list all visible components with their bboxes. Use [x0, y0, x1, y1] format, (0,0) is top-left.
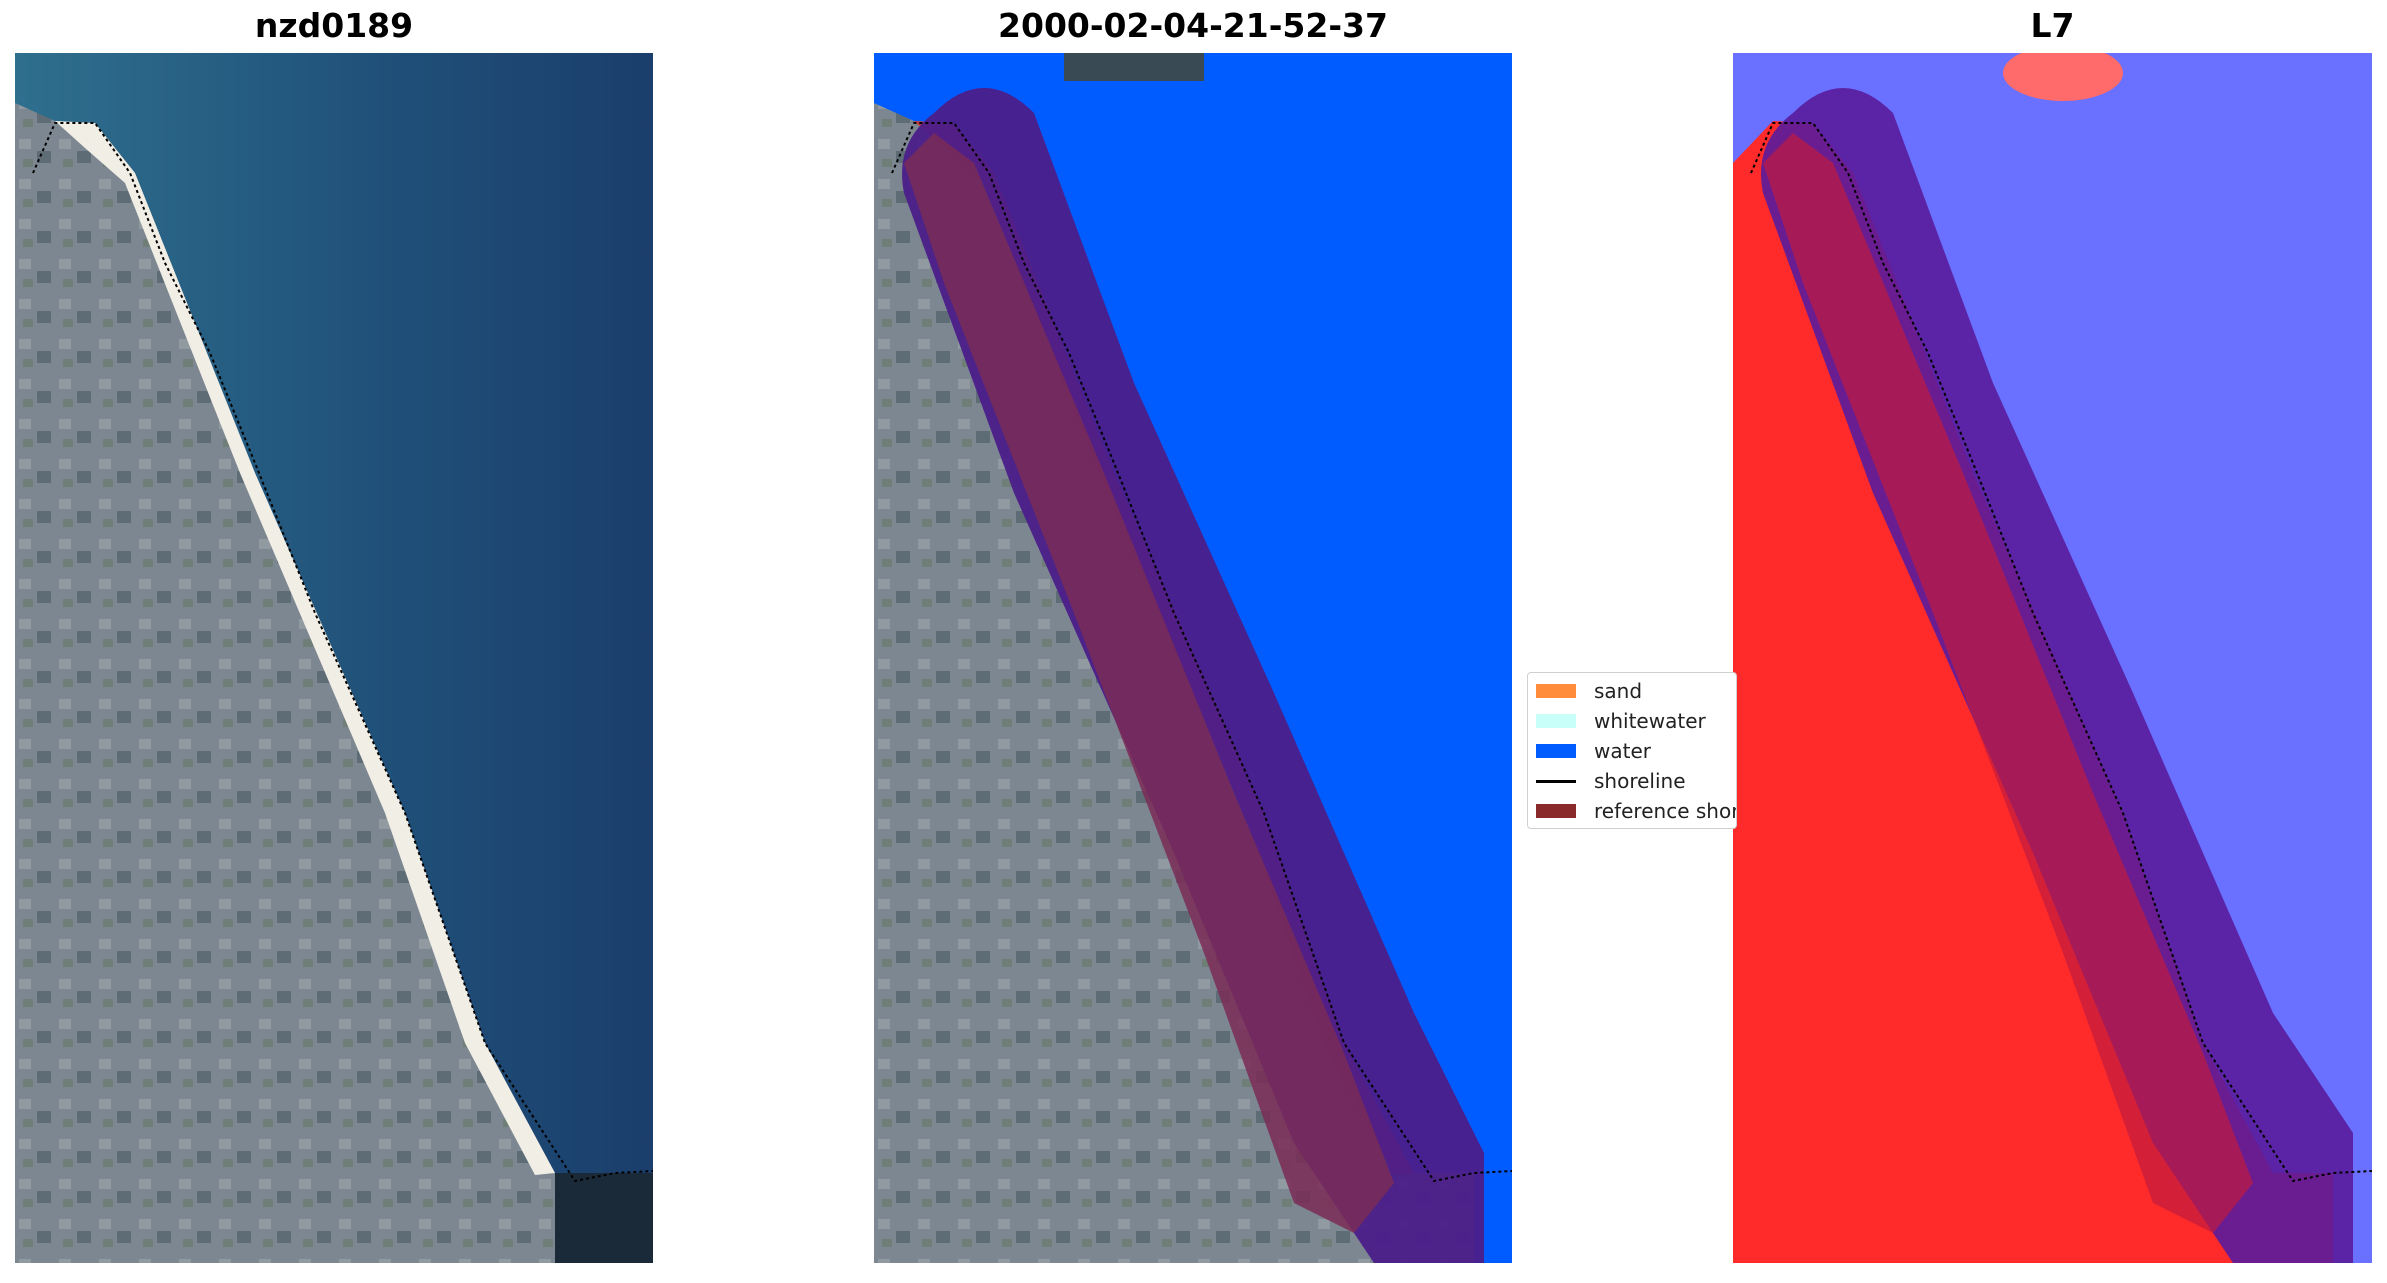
- legend-label: shoreline: [1594, 769, 1686, 793]
- legend-swatch-water: [1536, 744, 1576, 758]
- legend-item-sand: sand: [1536, 677, 1642, 705]
- classified-image-panel: [874, 53, 1512, 1263]
- legend-label: sand: [1594, 679, 1643, 703]
- index-image-panel: [1733, 53, 2372, 1263]
- legend-item-shoreline: shoreline: [1536, 767, 1686, 795]
- classified-image: [874, 53, 1512, 1263]
- legend-item-reference-shoreline: reference shoreline: [1536, 797, 1737, 825]
- legend-swatch-whitewater: [1536, 714, 1576, 728]
- legend-label: water: [1594, 739, 1651, 763]
- panel-title-classified: 2000-02-04-21-52-37: [998, 6, 1388, 45]
- legend-label: whitewater: [1594, 709, 1706, 733]
- legend-line-shoreline: [1536, 779, 1576, 783]
- legend: sand whitewater water shoreline referenc…: [1527, 672, 1737, 829]
- index-image: [1733, 53, 2372, 1263]
- legend-swatch-sand: [1536, 684, 1576, 698]
- panel-title-index: L7: [2030, 6, 2075, 45]
- legend-item-whitewater: whitewater: [1536, 707, 1706, 735]
- rgb-image: [15, 53, 653, 1263]
- legend-swatch-reference-shoreline: [1536, 804, 1576, 818]
- legend-label: reference shoreline: [1594, 799, 1737, 823]
- panel-title-rgb: nzd0189: [254, 6, 414, 45]
- legend-item-water: water: [1536, 737, 1651, 765]
- rgb-image-panel: [15, 53, 653, 1263]
